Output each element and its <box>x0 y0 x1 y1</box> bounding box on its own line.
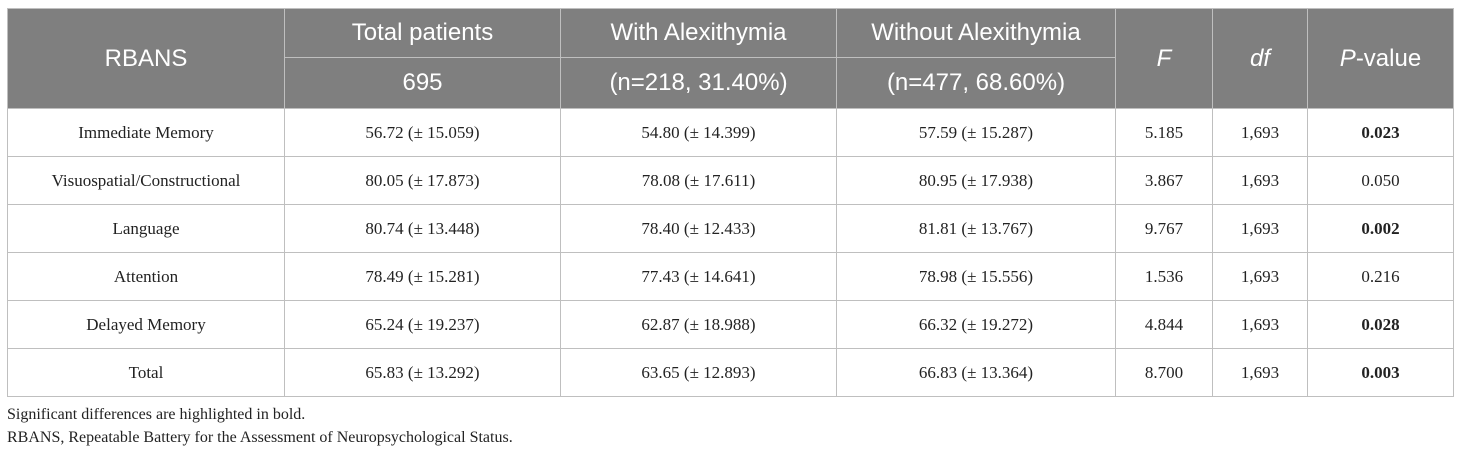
cell-total: 56.72 (± 15.059) <box>284 108 561 157</box>
row-label: Immediate Memory <box>7 108 285 157</box>
row-label: Attention <box>7 252 285 301</box>
cell-p-value: 0.028 <box>1307 300 1454 349</box>
cell-df: 1,693 <box>1212 300 1308 349</box>
cell-with: 78.08 (± 17.611) <box>560 156 837 205</box>
cell-without: 66.83 (± 13.364) <box>836 348 1116 397</box>
cell-without: 78.98 (± 15.556) <box>836 252 1116 301</box>
header-total-patients: Total patients <box>284 8 561 58</box>
cell-with: 54.80 (± 14.399) <box>560 108 837 157</box>
cell-p-value: 0.002 <box>1307 204 1454 253</box>
cell-without: 81.81 (± 13.767) <box>836 204 1116 253</box>
table-row: Immediate Memory 56.72 (± 15.059) 54.80 (±… <box>7 108 1454 157</box>
header-p-value: P-value <box>1307 8 1454 109</box>
header-f: F <box>1115 8 1213 109</box>
header-without-alexithymia: Without Alexithymia <box>836 8 1116 58</box>
cell-f: 9.767 <box>1115 204 1213 253</box>
header-rbans: RBANS <box>7 8 285 109</box>
header-total-n: 695 <box>284 57 561 109</box>
cell-total: 80.05 (± 17.873) <box>284 156 561 205</box>
header-df-label: df <box>1249 44 1270 72</box>
cell-p-value: 0.023 <box>1307 108 1454 157</box>
note-significance: Significant differences are highlighted … <box>7 406 306 423</box>
header-without-n: (n=477, 68.60%) <box>836 57 1116 109</box>
cell-total: 65.83 (± 13.292) <box>284 348 561 397</box>
cell-df: 1,693 <box>1212 348 1308 397</box>
header-p-rest: -value <box>1355 44 1422 72</box>
header-df: df <box>1212 8 1308 109</box>
cell-df: 1,693 <box>1212 204 1308 253</box>
cell-f: 3.867 <box>1115 156 1213 205</box>
table-row: Delayed Memory 65.24 (± 19.237) 62.87 (± 1… <box>7 300 1454 349</box>
row-label: Language <box>7 204 285 253</box>
cell-with: 62.87 (± 18.988) <box>560 300 837 349</box>
header-with-alexithymia: With Alexithymia <box>560 8 837 58</box>
cell-with: 77.43 (± 14.641) <box>560 252 837 301</box>
cell-df: 1,693 <box>1212 108 1308 157</box>
header-f-label: F <box>1156 44 1172 72</box>
cell-f: 1.536 <box>1115 252 1213 301</box>
cell-f: 4.844 <box>1115 300 1213 349</box>
cell-f: 5.185 <box>1115 108 1213 157</box>
row-label: Total <box>7 348 285 397</box>
table-container: RBANS Total patients With Alexithymia Wi… <box>7 8 1454 449</box>
table-row: Attention 78.49 (± 15.281) 77.43 (± 14.641… <box>7 252 1454 301</box>
header-p-italic: P <box>1339 44 1356 72</box>
table-row: Visuospatial/Constructional 80.05 (± 17.8… <box>7 156 1454 205</box>
row-label: Visuospatial/Constructional <box>7 156 285 205</box>
header-with-n: (n=218, 31.40%) <box>560 57 837 109</box>
cell-without: 80.95 (± 17.938) <box>836 156 1116 205</box>
table-body: Immediate Memory 56.72 (± 15.059) 54.80 (±… <box>7 108 1454 397</box>
cell-p-value: 0.216 <box>1307 252 1454 301</box>
cell-without: 57.59 (± 15.287) <box>836 108 1116 157</box>
table-row: Language 80.74 (± 13.448) 78.40 (± 12.433)… <box>7 204 1454 253</box>
row-label: Delayed Memory <box>7 300 285 349</box>
rbans-table: RBANS Total patients With Alexithymia Wi… <box>7 8 1454 397</box>
cell-with: 78.40 (± 12.433) <box>560 204 837 253</box>
cell-p-value: 0.050 <box>1307 156 1454 205</box>
table-row: Total 65.83 (± 13.292) 63.65 (± 12.893) 66.… <box>7 348 1454 397</box>
note-abbreviation: RBANS, Repeatable Battery for the Assess… <box>7 429 513 446</box>
cell-total: 78.49 (± 15.281) <box>284 252 561 301</box>
cell-df: 1,693 <box>1212 156 1308 205</box>
cell-p-value: 0.003 <box>1307 348 1454 397</box>
table-header: RBANS Total patients With Alexithymia Wi… <box>7 8 1454 109</box>
cell-df: 1,693 <box>1212 252 1308 301</box>
cell-f: 8.700 <box>1115 348 1213 397</box>
table-notes: Significant differences are highlighted … <box>7 403 1453 449</box>
cell-without: 66.32 (± 19.272) <box>836 300 1116 349</box>
cell-total: 80.74 (± 13.448) <box>284 204 561 253</box>
cell-with: 63.65 (± 12.893) <box>560 348 837 397</box>
cell-total: 65.24 (± 19.237) <box>284 300 561 349</box>
